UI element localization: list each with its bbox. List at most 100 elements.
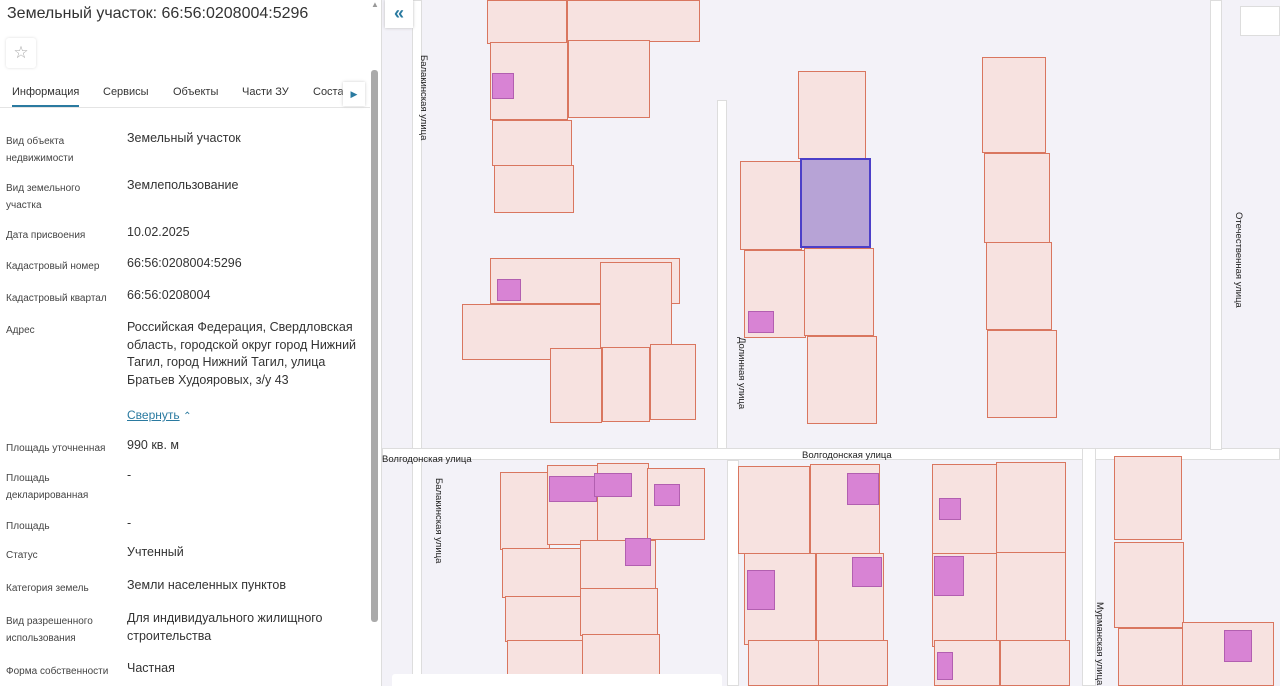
building[interactable] — [594, 473, 632, 497]
parcel[interactable] — [650, 344, 696, 420]
field-value: Земли населенных пунктов — [127, 578, 286, 592]
building[interactable] — [492, 73, 514, 99]
star-icon: ☆ — [13, 43, 29, 62]
chevron-up-icon: ⌃ — [183, 411, 192, 422]
parcel[interactable] — [807, 336, 877, 424]
parcel[interactable] — [494, 165, 574, 213]
parcel[interactable] — [996, 552, 1066, 644]
building[interactable] — [934, 556, 964, 596]
field-label: Вид разрешенного использования — [6, 616, 93, 644]
parcel[interactable] — [748, 640, 820, 686]
field-value: - — [127, 468, 132, 482]
parcel[interactable] — [982, 57, 1046, 153]
parcel[interactable] — [986, 242, 1052, 330]
parcel[interactable] — [1114, 456, 1182, 540]
field-label: Площадь — [6, 521, 50, 532]
tabs-next-button[interactable]: ▶ — [343, 82, 365, 106]
field-label: Кадастровый номер — [6, 261, 100, 272]
field-value: - — [127, 516, 132, 530]
parcel[interactable] — [804, 248, 874, 336]
field-value: Частная — [127, 661, 175, 675]
parcel[interactable] — [1118, 628, 1186, 686]
street-label: Балакинская улица — [418, 55, 429, 141]
parcel[interactable] — [738, 466, 810, 554]
tab-bar: Информация Сервисы Объекты Части ЗУ Сост… — [0, 80, 370, 108]
street-label: Отечественная улица — [1233, 212, 1244, 308]
tab-composition[interactable]: Соста — [313, 86, 344, 98]
street-label: Мурманская улица — [1094, 602, 1105, 686]
street-label: Волгодонская улица — [802, 450, 892, 461]
field-value: 66:56:0208004 — [127, 288, 211, 302]
field-value: Учтенный — [127, 545, 184, 559]
parcel[interactable] — [996, 462, 1066, 554]
favorite-button[interactable]: ☆ — [6, 38, 36, 68]
road — [717, 100, 727, 450]
field-label: Дата присвоения — [6, 230, 86, 241]
field-label: Вид земельного участка — [6, 183, 81, 211]
field-label: Площадь уточненная — [6, 443, 106, 454]
info-panel: Земельный участок: 66:56:0208004:5296 ☆ … — [0, 0, 382, 686]
field-value: Землепользование — [127, 178, 239, 192]
map-control[interactable] — [1240, 6, 1280, 36]
parcel[interactable] — [500, 472, 550, 550]
field-value: 990 кв. м — [127, 438, 179, 452]
tab-parts[interactable]: Части ЗУ — [242, 86, 289, 98]
tab-services[interactable]: Сервисы — [103, 86, 149, 98]
double-chevron-left-icon: « — [393, 3, 404, 23]
building[interactable] — [937, 652, 953, 680]
parcel[interactable] — [984, 153, 1050, 243]
field-value: Для индивидуального жилищного строительс… — [127, 611, 323, 643]
tab-info[interactable]: Информация — [12, 86, 80, 107]
map-bottom-bar[interactable] — [392, 674, 722, 686]
parcel[interactable] — [798, 71, 866, 159]
parcel[interactable] — [567, 0, 700, 42]
field-label: Форма собственности — [6, 666, 109, 677]
parcel[interactable] — [987, 330, 1057, 418]
selected-parcel[interactable] — [800, 158, 871, 248]
field-value: Земельный участок — [127, 131, 241, 145]
road — [1210, 0, 1222, 450]
field-label: Кадастровый квартал — [6, 293, 107, 304]
building[interactable] — [1224, 630, 1252, 662]
parcel[interactable] — [492, 120, 572, 166]
parcel[interactable] — [600, 262, 672, 348]
parcel[interactable] — [1000, 640, 1070, 686]
street-label: Волгодонская улица — [382, 454, 472, 465]
building[interactable] — [625, 538, 651, 566]
field-label: Статус — [6, 550, 38, 561]
parcel[interactable] — [818, 640, 888, 686]
building[interactable] — [939, 498, 961, 520]
building[interactable] — [748, 311, 774, 333]
parcel[interactable] — [550, 348, 602, 423]
parcel[interactable] — [740, 161, 802, 250]
collapse-address-link[interactable]: Свернуть — [127, 408, 180, 422]
scrollbar[interactable] — [371, 70, 378, 622]
field-value: Российская Федерация, Свердловская облас… — [127, 320, 357, 387]
building[interactable] — [654, 484, 680, 506]
chevron-right-icon: ▶ — [350, 89, 358, 99]
building[interactable] — [852, 557, 882, 587]
parcel[interactable] — [1114, 542, 1184, 628]
parcel[interactable] — [568, 40, 650, 118]
parcel[interactable] — [580, 588, 658, 636]
scroll-up-icon[interactable]: ▲ — [371, 0, 379, 9]
field-label: Площадь декларированная — [6, 473, 89, 501]
field-label: Вид объекта недвижимости — [6, 136, 74, 164]
page-title: Земельный участок: 66:56:0208004:5296 — [7, 5, 309, 22]
building[interactable] — [497, 279, 521, 301]
street-label: Долинная улица — [736, 337, 747, 410]
field-value: 10.02.2025 — [127, 225, 190, 239]
field-label: Адрес — [6, 325, 35, 336]
building[interactable] — [747, 570, 775, 610]
tab-objects[interactable]: Объекты — [173, 86, 219, 98]
parcel[interactable] — [505, 596, 585, 642]
building[interactable] — [847, 473, 879, 505]
parcel[interactable] — [602, 347, 650, 422]
collapse-panel-button[interactable]: « — [385, 0, 413, 28]
map[interactable]: Балакинская улица Балакинская улица Доли… — [382, 0, 1280, 686]
field-value: 66:56:0208004:5296 — [127, 256, 242, 270]
parcel[interactable] — [502, 548, 582, 598]
parcel[interactable] — [487, 0, 567, 44]
street-label: Балакинская улица — [433, 478, 444, 564]
building[interactable] — [549, 476, 597, 502]
